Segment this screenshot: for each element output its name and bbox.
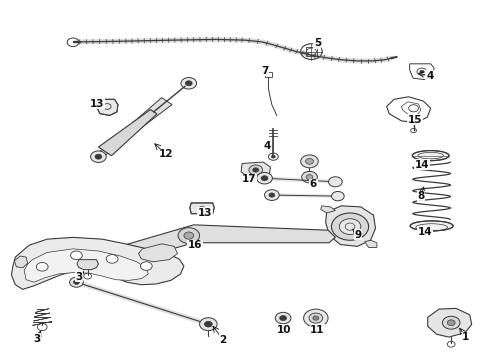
Circle shape xyxy=(329,177,342,187)
Polygon shape xyxy=(190,203,214,214)
Circle shape xyxy=(257,172,272,184)
Text: 3: 3 xyxy=(34,333,41,343)
Circle shape xyxy=(95,154,102,159)
Circle shape xyxy=(74,280,79,284)
Circle shape xyxy=(91,151,106,162)
Text: 16: 16 xyxy=(188,240,202,250)
Text: 4: 4 xyxy=(426,71,433,81)
Circle shape xyxy=(124,246,144,261)
Circle shape xyxy=(271,155,275,158)
Circle shape xyxy=(306,158,314,164)
Polygon shape xyxy=(97,99,118,116)
Circle shape xyxy=(331,192,344,201)
Polygon shape xyxy=(139,244,177,262)
Text: 15: 15 xyxy=(408,115,422,125)
Text: 14: 14 xyxy=(415,160,429,170)
Polygon shape xyxy=(11,237,184,289)
Polygon shape xyxy=(96,98,172,158)
Circle shape xyxy=(309,313,323,323)
Circle shape xyxy=(331,213,368,240)
Polygon shape xyxy=(365,240,377,247)
Text: 17: 17 xyxy=(242,174,256,184)
Text: 9: 9 xyxy=(355,230,362,239)
Circle shape xyxy=(129,250,139,257)
Circle shape xyxy=(253,168,259,172)
Text: 6: 6 xyxy=(310,179,317,189)
Text: 12: 12 xyxy=(159,149,173,159)
Circle shape xyxy=(141,262,152,270)
Polygon shape xyxy=(122,225,335,260)
Circle shape xyxy=(70,277,83,287)
Circle shape xyxy=(275,312,291,324)
Circle shape xyxy=(181,77,196,89)
Text: 11: 11 xyxy=(310,325,324,335)
Circle shape xyxy=(301,155,318,168)
Circle shape xyxy=(106,255,118,263)
Text: 8: 8 xyxy=(417,191,424,201)
Circle shape xyxy=(269,193,275,197)
Polygon shape xyxy=(321,206,335,213)
Circle shape xyxy=(339,219,361,234)
Polygon shape xyxy=(24,249,148,282)
Circle shape xyxy=(184,232,194,239)
Polygon shape xyxy=(428,309,472,337)
Circle shape xyxy=(178,228,199,243)
Circle shape xyxy=(313,316,319,320)
Text: 13: 13 xyxy=(90,99,105,109)
Polygon shape xyxy=(14,256,27,268)
Text: 13: 13 xyxy=(197,208,212,218)
Polygon shape xyxy=(98,109,157,156)
Circle shape xyxy=(447,320,455,325)
Text: 3: 3 xyxy=(75,272,82,282)
Ellipse shape xyxy=(413,150,449,161)
Circle shape xyxy=(304,309,328,327)
Text: 10: 10 xyxy=(277,325,292,335)
Polygon shape xyxy=(241,162,270,179)
Circle shape xyxy=(265,190,279,201)
Circle shape xyxy=(306,175,313,180)
Circle shape xyxy=(185,81,192,86)
Ellipse shape xyxy=(410,221,453,231)
Polygon shape xyxy=(77,260,98,270)
Circle shape xyxy=(199,318,217,330)
Text: 5: 5 xyxy=(314,38,321,48)
Text: 7: 7 xyxy=(261,66,268,76)
Text: 14: 14 xyxy=(417,227,432,237)
Circle shape xyxy=(280,316,287,320)
Circle shape xyxy=(36,262,48,271)
Circle shape xyxy=(442,316,460,329)
Circle shape xyxy=(204,321,212,327)
Circle shape xyxy=(71,251,82,260)
Polygon shape xyxy=(326,206,375,246)
Text: 4: 4 xyxy=(263,141,270,151)
Text: 1: 1 xyxy=(462,332,469,342)
Circle shape xyxy=(261,176,268,181)
Circle shape xyxy=(249,165,263,175)
Text: 2: 2 xyxy=(220,334,227,345)
Circle shape xyxy=(420,70,424,73)
Circle shape xyxy=(302,171,318,183)
